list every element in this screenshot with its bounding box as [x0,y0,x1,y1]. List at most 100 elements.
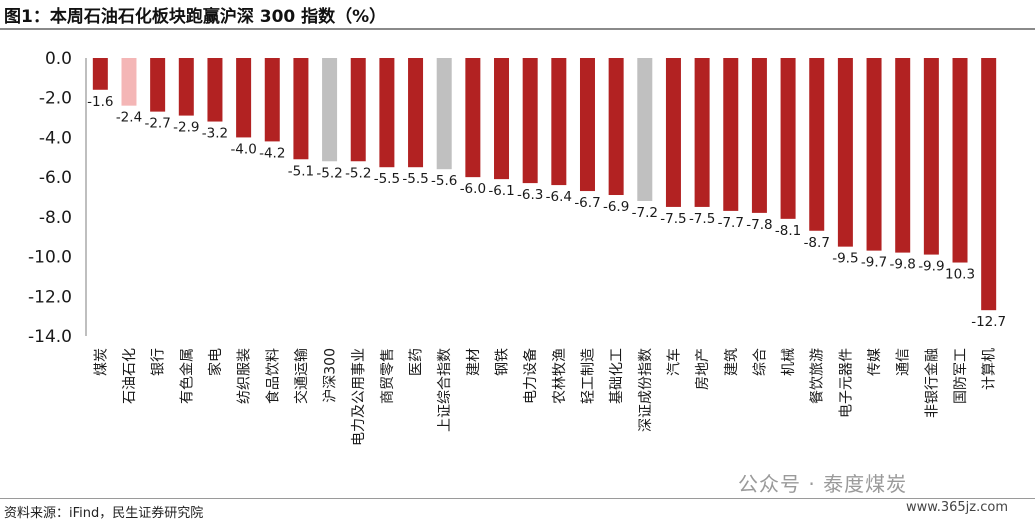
bar [494,58,510,180]
data-label: -2.4 [116,110,142,126]
bar [837,58,853,247]
bar [150,58,166,112]
bar [551,58,567,186]
x-tick-label: 建材 [466,348,482,376]
data-label: -5.2 [345,165,371,181]
bar [350,58,366,162]
bar-chart: 0.0 -2.0 -4.0 -6.0 -8.0 -10.0 -12.0 -14.0 -1.6 煤炭… [28,49,1006,446]
data-label: -2.9 [173,120,199,136]
x-tick-label: 建筑 [724,348,740,376]
data-label: -9.8 [890,257,916,273]
bar [723,58,739,211]
x-tick-label: 沪深300 [323,348,339,403]
bar [751,58,767,213]
bar [121,58,137,106]
watermark: 公众号 · 泰度煤炭 [738,472,908,496]
bar [637,58,653,201]
bar [465,58,481,178]
data-label: -4.2 [259,145,285,161]
x-tick-label: 石油石化 [122,348,138,404]
bar [694,58,710,207]
x-tick-label: 纺织服装 [237,348,253,404]
x-tick-label: 房地产 [695,348,711,390]
x-tick-label: 电子元器件 [838,348,854,418]
y-tick-label: -6.0 [39,168,72,188]
y-tick-label: 0.0 [45,49,72,69]
bar [178,58,194,116]
x-tick-label: 计算机 [982,348,998,390]
chart-title: 图1：本周石油石化板块跑赢沪深 300 指数（%） [4,7,387,27]
x-tick-label: 交通运输 [293,348,310,404]
data-label: -5.5 [402,171,428,187]
data-label: -1.6 [87,94,113,110]
x-tick-label: 机械 [781,348,797,376]
footer-divider [0,498,1035,499]
data-label: -9.9 [918,259,944,275]
data-label: -5.2 [316,165,342,181]
data-label: -6.3 [517,187,543,203]
data-label: -2.7 [144,116,170,132]
x-tick-label: 综合 [752,348,768,376]
bar [981,58,997,311]
x-tick-label: 商贸零售 [380,348,396,404]
y-tick-label: -14.0 [28,327,72,347]
data-label: -6.0 [460,181,486,197]
x-tick-label: 电力设备 [522,348,539,404]
y-tick-label: -10.0 [28,248,72,268]
x-tick-label: 餐饮旅游 [810,348,826,404]
data-label: -12.7 [971,314,1006,330]
bar [780,58,796,219]
x-tick-label: 医药 [409,348,425,376]
data-label: -8.7 [804,235,830,251]
bar [264,58,280,142]
x-tick-label: 钢铁 [495,348,511,376]
x-tick-label: 非银行金融 [924,348,940,418]
data-label: -7.5 [689,211,715,227]
bar [866,58,882,251]
data-label: -7.2 [632,205,658,221]
data-label: 10.3 [945,267,975,283]
data-label: -8.1 [775,223,801,239]
bar [322,58,338,162]
x-tick-label: 深证成份指数 [638,348,654,432]
bar [579,58,595,192]
data-label: -3.2 [202,126,228,142]
y-tick-label: -2.0 [39,89,72,109]
x-tick-label: 国防军工 [953,348,969,404]
data-label: -5.6 [431,173,457,189]
site-watermark: www.365jz.com [906,500,1008,515]
bar [608,58,624,196]
bar [665,58,681,207]
bar [436,58,452,170]
x-tick-label: 轻工制造 [580,348,596,404]
x-tick-label: 食品饮料 [264,348,281,404]
bar [895,58,911,253]
data-label: -5.1 [288,163,314,179]
bar [408,58,424,168]
bar [923,58,939,255]
x-tick-label: 家电 [207,348,224,376]
data-label: -6.9 [603,199,629,215]
data-label: -6.1 [488,183,514,199]
x-tick-label: 煤炭 [93,348,109,376]
data-label: -7.8 [746,217,772,233]
data-label: -6.4 [546,189,572,205]
data-label: -7.5 [660,211,686,227]
title-divider [0,28,1035,30]
data-label: -5.5 [374,171,400,187]
bar [236,58,252,138]
y-tick-label: -8.0 [39,208,72,228]
data-label: -9.5 [832,251,858,267]
x-tick-label: 基础化工 [608,348,625,404]
bar [207,58,223,122]
data-label: -4.0 [230,141,256,157]
y-tick-label: -12.0 [28,287,72,307]
bar [379,58,395,168]
bar [92,58,108,90]
x-tick-label: 通信 [896,348,912,376]
x-tick-label: 传媒 [867,348,883,376]
y-tick-label: -4.0 [39,128,72,148]
data-label: -9.7 [861,255,887,271]
x-tick-label: 电力及公用事业 [351,348,367,446]
x-tick-label: 有色金属 [178,348,195,404]
